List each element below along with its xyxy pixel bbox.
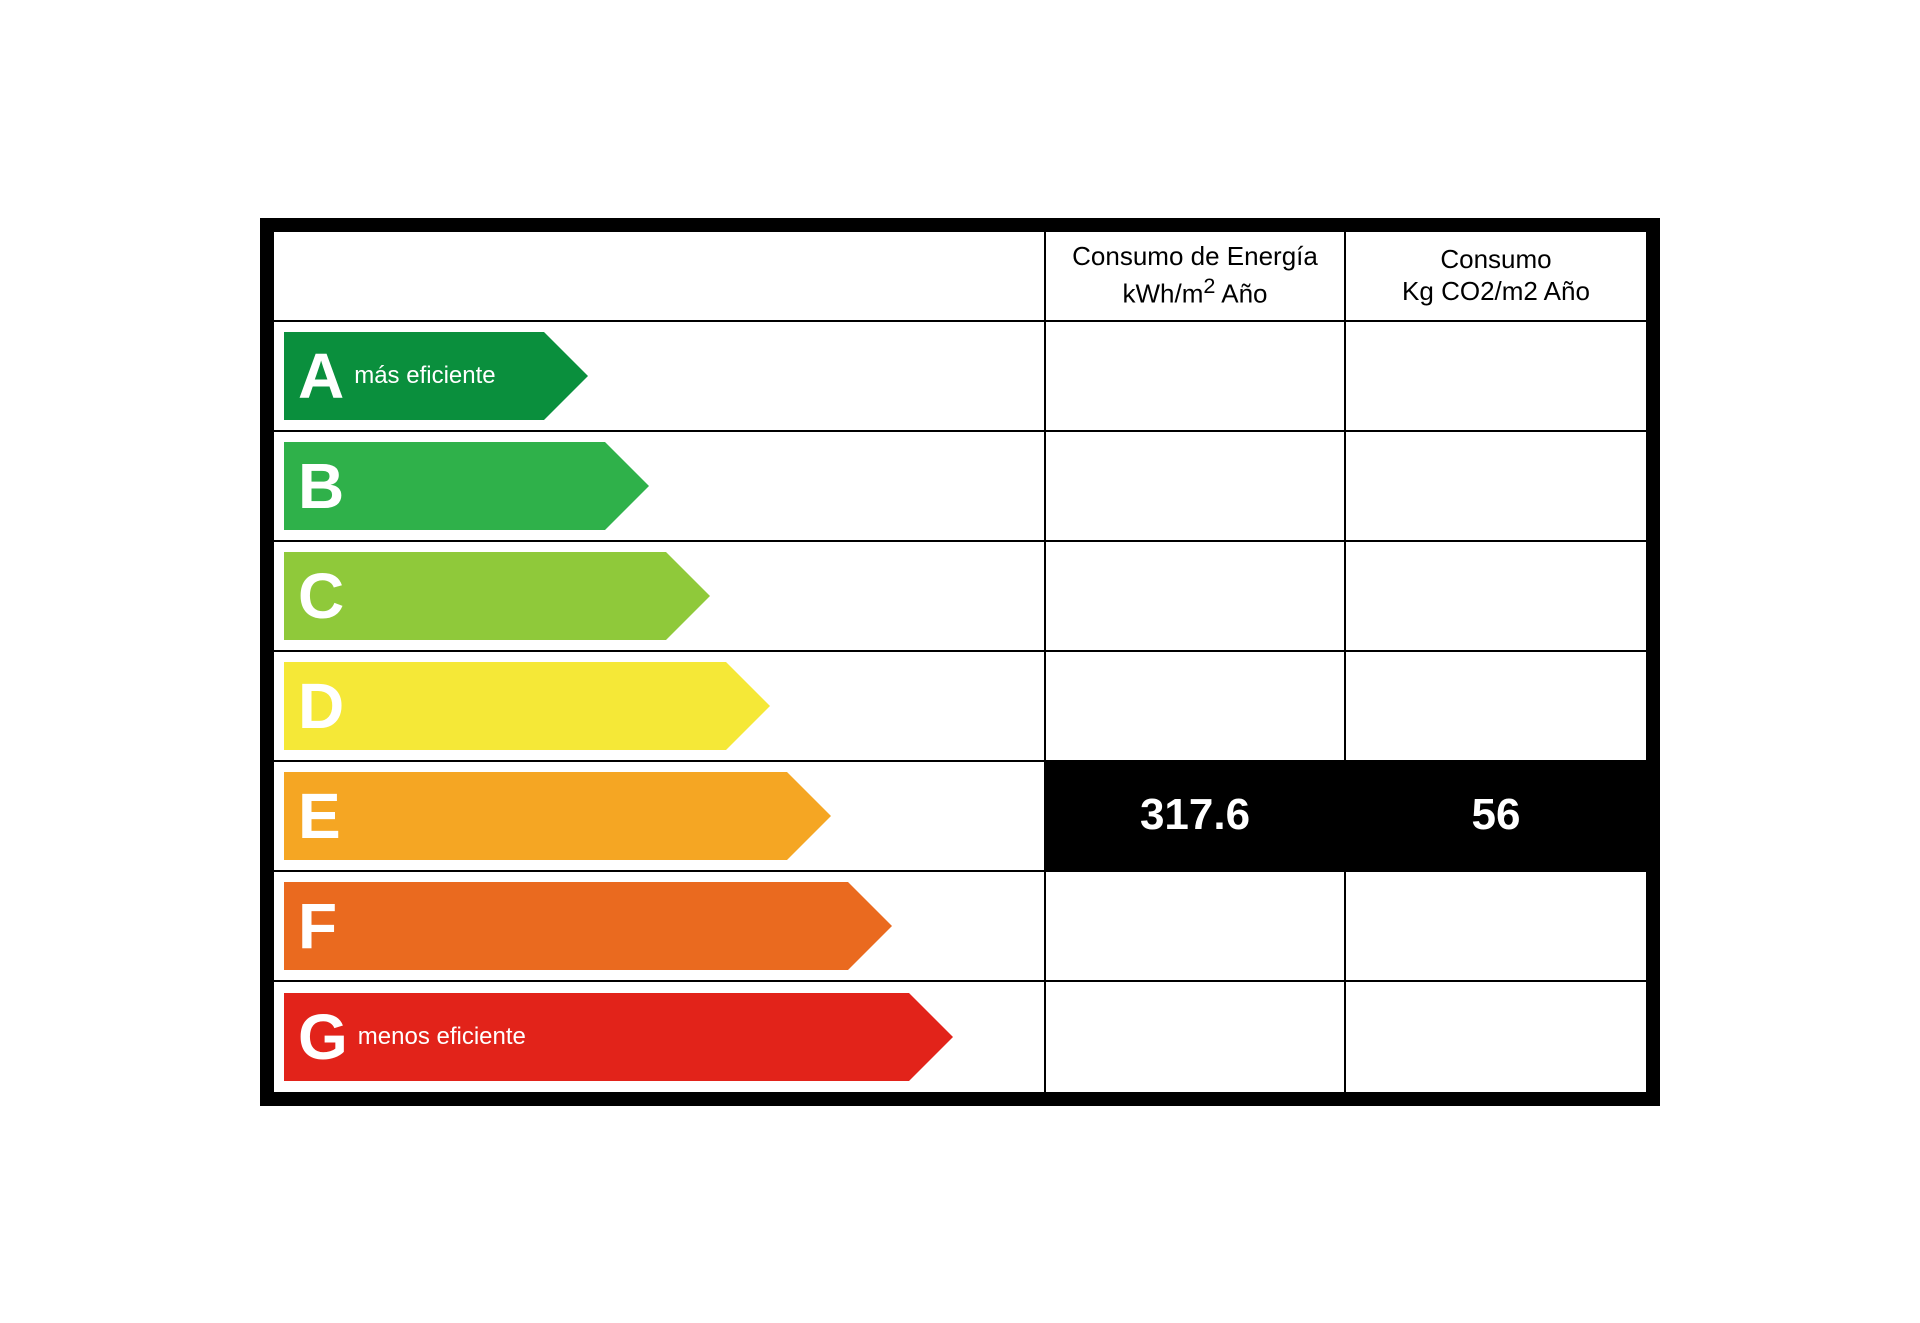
rating-letter: D <box>298 669 344 743</box>
rating-arrow-f: F <box>284 882 892 970</box>
rating-row-f: F <box>274 872 1646 982</box>
arrow-body <box>284 662 726 750</box>
arrow-body <box>284 772 787 860</box>
rating-arrow-cell-a: Amás eficiente <box>274 322 1046 430</box>
rating-arrow-e: E <box>284 772 831 860</box>
energy-value-c <box>1046 542 1346 650</box>
energy-value-g <box>1046 982 1346 1092</box>
co2-value-g <box>1346 982 1646 1092</box>
energy-value-b <box>1046 432 1346 540</box>
rating-letter: F <box>298 889 337 963</box>
arrow-tip-icon <box>544 332 588 420</box>
rating-letter: A <box>298 339 344 413</box>
rating-arrow-cell-f: F <box>274 872 1046 980</box>
header-row: Consumo de EnergíakWh/m2 Año ConsumoKg C… <box>274 232 1646 322</box>
rating-sublabel: más eficiente <box>354 362 495 390</box>
rating-row-c: C <box>274 542 1646 652</box>
energy-value-a <box>1046 322 1346 430</box>
rating-arrow-a: Amás eficiente <box>284 332 588 420</box>
co2-value-c <box>1346 542 1646 650</box>
header-co2-text: ConsumoKg CO2/m2 Año <box>1402 244 1590 306</box>
co2-value-b <box>1346 432 1646 540</box>
rating-row-d: D <box>274 652 1646 762</box>
rating-letter: E <box>298 779 341 853</box>
co2-value-f <box>1346 872 1646 980</box>
arrow-tip-icon <box>787 772 831 860</box>
arrow-body <box>284 882 848 970</box>
co2-value-a <box>1346 322 1646 430</box>
rating-letter: B <box>298 449 344 523</box>
rating-arrow-b: B <box>284 442 649 530</box>
arrow-tip-icon <box>726 662 770 750</box>
rating-arrow-cell-d: D <box>274 652 1046 760</box>
rating-arrow-cell-b: B <box>274 432 1046 540</box>
rating-letter: C <box>298 559 344 633</box>
arrow-tip-icon <box>909 993 953 1081</box>
arrow-tip-icon <box>848 882 892 970</box>
rating-arrow-c: C <box>284 552 710 640</box>
rating-arrow-cell-g: Gmenos eficiente <box>274 982 1046 1092</box>
energy-value-d <box>1046 652 1346 760</box>
header-co2: ConsumoKg CO2/m2 Año <box>1346 232 1646 320</box>
header-energy-text: Consumo de EnergíakWh/m2 Año <box>1072 241 1318 309</box>
rating-arrow-d: D <box>284 662 770 750</box>
rating-row-b: B <box>274 432 1646 542</box>
co2-value-d <box>1346 652 1646 760</box>
header-empty-cell <box>274 232 1046 320</box>
rating-sublabel: menos eficiente <box>358 1023 526 1051</box>
arrow-tip-icon <box>605 442 649 530</box>
energy-value-e: 317.6 <box>1046 762 1346 870</box>
rating-arrow-cell-e: E <box>274 762 1046 870</box>
rating-row-a: Amás eficiente <box>274 322 1646 432</box>
rating-row-g: Gmenos eficiente <box>274 982 1646 1092</box>
rating-letter: G <box>298 1000 348 1074</box>
rating-arrow-cell-c: C <box>274 542 1046 650</box>
energy-rating-label: Consumo de EnergíakWh/m2 Año ConsumoKg C… <box>260 218 1660 1106</box>
rating-arrow-g: Gmenos eficiente <box>284 993 953 1081</box>
energy-value-f <box>1046 872 1346 980</box>
rating-row-e: E 317.656 <box>274 762 1646 872</box>
arrow-tip-icon <box>666 552 710 640</box>
co2-value-e: 56 <box>1346 762 1646 870</box>
header-energy: Consumo de EnergíakWh/m2 Año <box>1046 232 1346 320</box>
